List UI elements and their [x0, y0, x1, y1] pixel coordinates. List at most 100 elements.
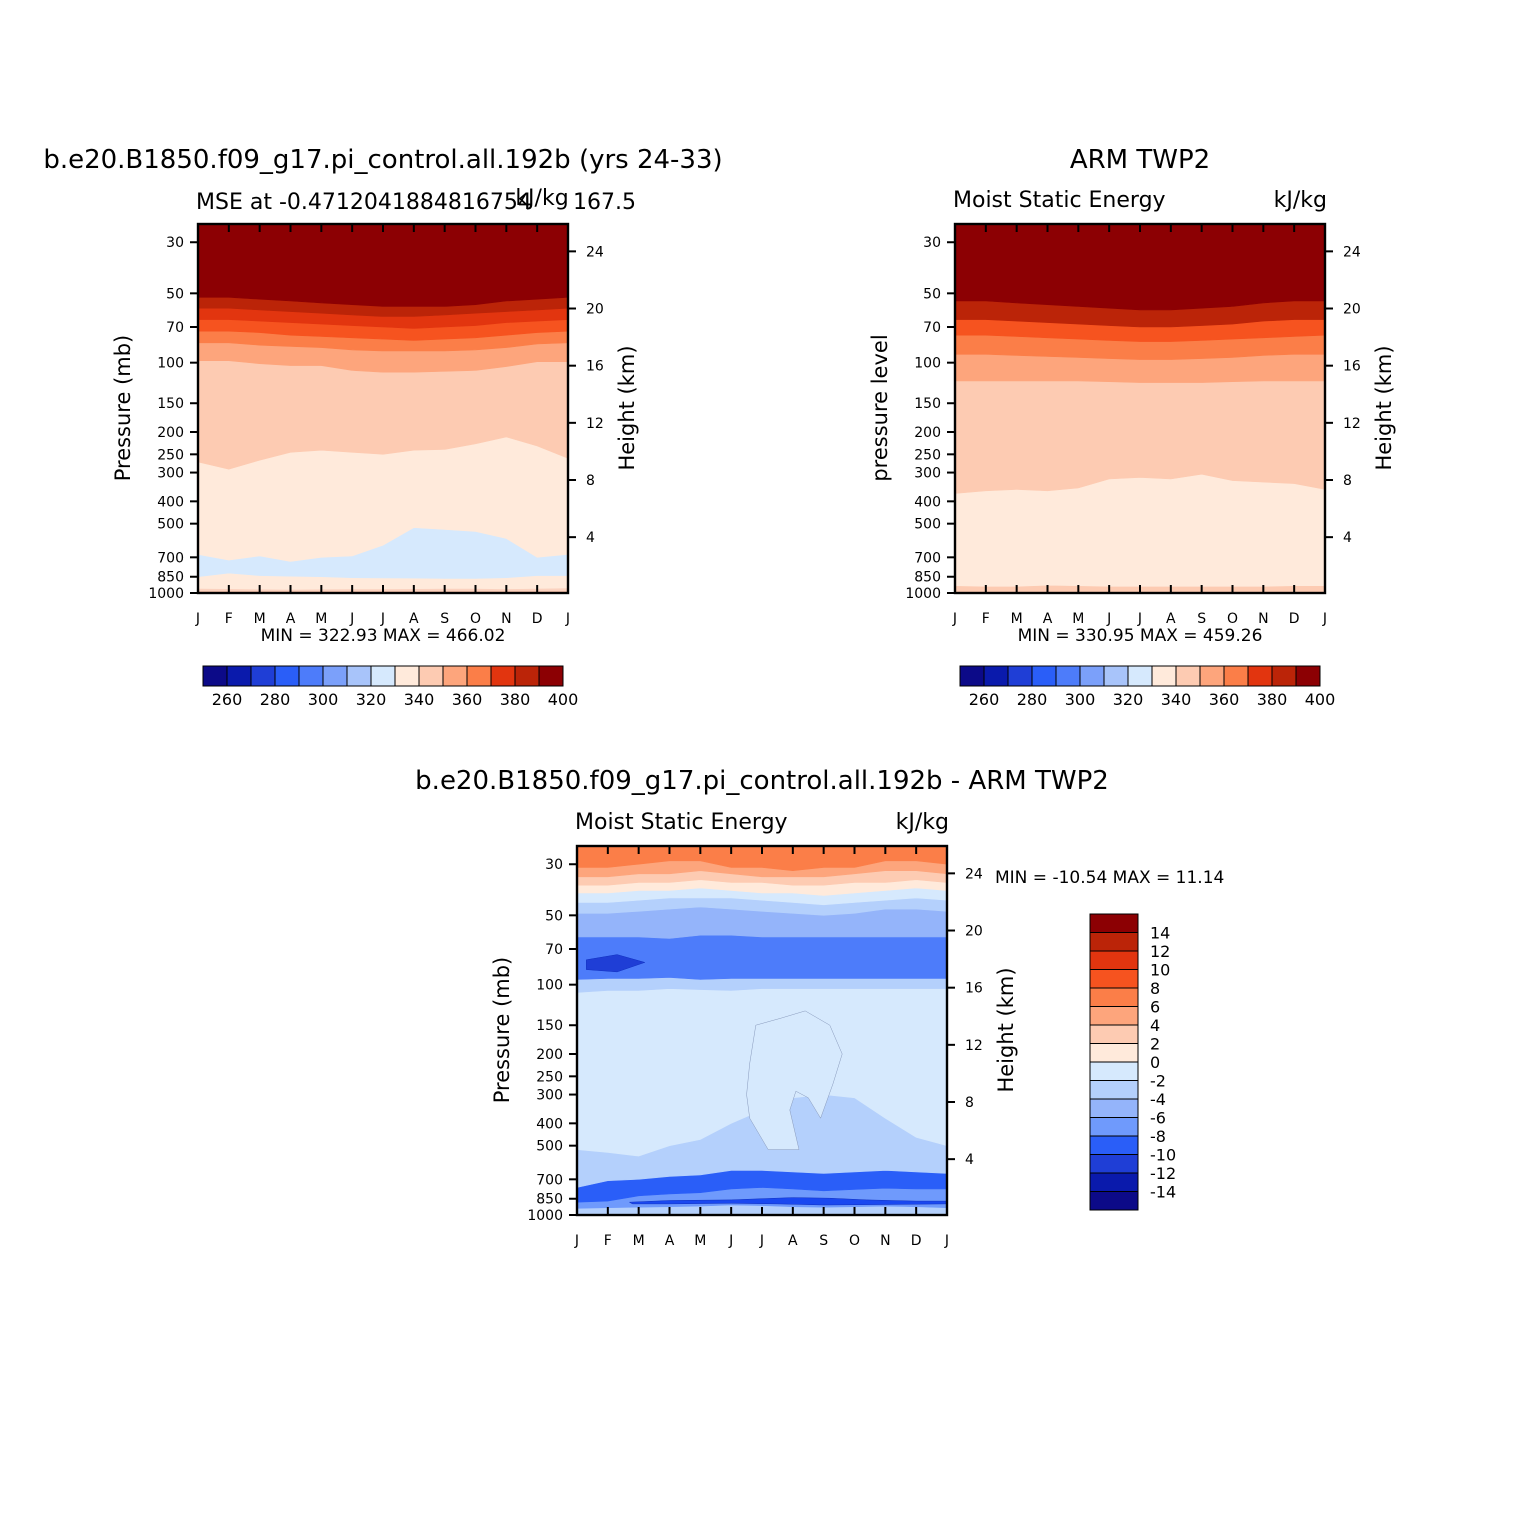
colorbar-swatch	[1089, 932, 1139, 952]
x-tick-label: D	[911, 1233, 922, 1249]
x-tick-label: A	[409, 611, 419, 627]
colorbar-swatch	[1089, 1191, 1139, 1211]
y-tick-label: 300	[157, 466, 184, 482]
y-tick-label: 100	[914, 356, 941, 372]
contour-band	[576, 934, 948, 980]
y2-tick-label: 24	[965, 866, 983, 882]
x-tick-label: F	[604, 1233, 612, 1249]
y-tick-label: 250	[536, 1069, 563, 1085]
colorbar-swatch	[1127, 665, 1153, 687]
y2-tick-label: 16	[586, 359, 604, 375]
x-tick-label: J	[574, 1233, 579, 1249]
colorbar-swatch	[1089, 1135, 1139, 1155]
y2-tick-label: 24	[1343, 244, 1361, 260]
colorbar-swatch	[394, 665, 420, 687]
panel-model-subtitle-left: MSE at -0.4712041884816754	[196, 190, 532, 215]
panel-obs-ylabel: pressure level	[868, 334, 892, 481]
y2-tick-label: 20	[965, 924, 983, 940]
y-tick-label: 500	[914, 517, 941, 533]
colorbar-swatch	[466, 665, 492, 687]
y2-tick-label: 16	[965, 981, 983, 997]
colorbar-label: 320	[356, 690, 387, 709]
x-tick-label: J	[952, 611, 957, 627]
y2-tick-label: 12	[965, 1038, 983, 1054]
colorbar-swatch	[202, 665, 228, 687]
contour-band	[954, 473, 1326, 587]
contour-band	[954, 380, 1326, 494]
colorbar-swatch	[1089, 1024, 1139, 1044]
colorbar-swatch	[1089, 1154, 1139, 1174]
colorbar-label: 4	[1150, 1016, 1160, 1035]
panel-diff-y2label: Height (km)	[994, 967, 1018, 1092]
x-tick-label: N	[501, 611, 511, 627]
panel-model: b.e20.B1850.f09_g17.pi_control.all.192b …	[43, 145, 722, 709]
colorbar-swatch	[1089, 913, 1139, 933]
panel-model-contours	[197, 223, 569, 594]
panel-diff-subtitle-right: kJ/kg	[896, 810, 949, 835]
y2-tick-label: 24	[586, 244, 604, 260]
y-tick-label: 700	[157, 550, 184, 566]
colorbar-swatch	[1223, 665, 1249, 687]
panel-obs-subtitle-right: kJ/kg	[1274, 188, 1327, 213]
colorbar-swatch	[418, 665, 444, 687]
colorbar-swatch	[1089, 987, 1139, 1007]
panel-diff-title: b.e20.B1850.f09_g17.pi_control.all.192b …	[415, 766, 1109, 796]
colorbar-swatch	[1103, 665, 1129, 687]
colorbar-swatch	[1247, 665, 1273, 687]
x-tick-label: J	[195, 611, 200, 627]
contour-band	[746, 1010, 843, 1150]
y2-tick-label: 20	[586, 302, 604, 318]
y-tick-label: 700	[914, 550, 941, 566]
panel-obs-subtitle-left: Moist Static Energy	[953, 188, 1166, 213]
x-tick-label: J	[349, 611, 354, 627]
x-tick-label: J	[1137, 611, 1142, 627]
y-tick-label: 50	[923, 286, 941, 302]
x-tick-label: S	[440, 611, 449, 627]
colorbar-label: 340	[404, 690, 435, 709]
y-tick-label: 200	[157, 425, 184, 441]
panel-diff-axes: J F M A M J J A S O N D J 30 50 70 100 150 200 250 300 400 500…	[527, 844, 983, 1249]
y-tick-label: 850	[157, 570, 184, 586]
colorbar-swatch	[490, 665, 516, 687]
colorbar-label: 260	[969, 690, 1000, 709]
x-tick-label: M	[315, 611, 327, 627]
y-tick-label: 300	[536, 1088, 563, 1104]
y2-tick-label: 12	[1343, 416, 1361, 432]
y-tick-label: 150	[157, 396, 184, 412]
colorbar-swatch	[1089, 1061, 1139, 1081]
colorbar-swatch	[1089, 969, 1139, 989]
x-tick-label: M	[1072, 611, 1084, 627]
x-tick-label: N	[1258, 611, 1268, 627]
colorbar-label: 260	[212, 690, 243, 709]
colorbar-label: 0	[1150, 1053, 1160, 1072]
colorbar-swatch	[1089, 1098, 1139, 1118]
colorbar-swatch	[1089, 950, 1139, 970]
x-tick-label: F	[225, 611, 233, 627]
x-tick-label: M	[1011, 611, 1023, 627]
x-tick-label: M	[694, 1233, 706, 1249]
colorbar-swatch	[959, 665, 985, 687]
y-tick-label: 250	[157, 447, 184, 463]
contour-band	[197, 223, 569, 307]
y-tick-label: 30	[923, 235, 941, 251]
colorbar-label: -6	[1150, 1109, 1166, 1128]
colorbar-swatch	[298, 665, 324, 687]
colorbar-label: 14	[1150, 924, 1170, 943]
panel-obs-title: ARM TWP2	[1070, 145, 1210, 175]
colorbar-label: -10	[1150, 1146, 1176, 1165]
colorbar-swatch	[322, 665, 348, 687]
colorbar-label: -2	[1150, 1072, 1166, 1091]
y-tick-label: 850	[914, 570, 941, 586]
colorbar-swatch	[1089, 1080, 1139, 1100]
colorbar-swatch	[1199, 665, 1225, 687]
y2-tick-label: 4	[965, 1152, 974, 1168]
x-tick-label: S	[819, 1233, 828, 1249]
colorbar-swatch	[1175, 665, 1201, 687]
colorbar-label: 380	[1257, 690, 1288, 709]
y-tick-label: 1000	[148, 586, 184, 602]
x-tick-label: O	[1227, 611, 1238, 627]
colorbar-swatch	[538, 665, 564, 687]
y-tick-label: 150	[536, 1018, 563, 1034]
x-tick-label: S	[1197, 611, 1206, 627]
